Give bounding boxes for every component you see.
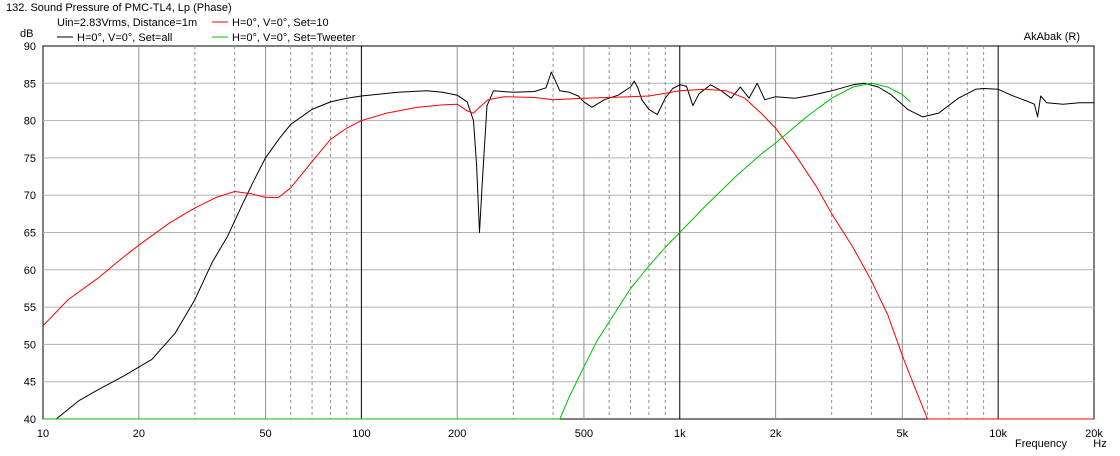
chart-subtitle: Uin=2.83Vrms, Distance=1m <box>57 17 197 29</box>
y-tick-label: 75 <box>24 153 36 165</box>
y-tick-label: 65 <box>24 228 36 240</box>
y-tick-label: 70 <box>24 190 36 202</box>
y-unit-label: dB <box>20 28 33 40</box>
x-tick-label: 200 <box>448 428 466 440</box>
x-tick-label: 500 <box>575 428 593 440</box>
series-line-2 <box>43 82 911 420</box>
x-tick-label: 10 <box>37 428 49 440</box>
y-tick-label: 55 <box>24 302 36 314</box>
y-tick-label: 45 <box>24 377 36 389</box>
y-tick-label: 80 <box>24 116 36 128</box>
x-tick-label: 100 <box>352 428 370 440</box>
x-tick-label: 20 <box>133 428 145 440</box>
x-tick-label: 1k <box>674 428 686 440</box>
chart-title: 132. Sound Pressure of PMC-TL4, Lp (Phas… <box>6 2 232 14</box>
x-tick-label: 50 <box>259 428 271 440</box>
series-line-1 <box>42 88 1094 420</box>
legend: H=0°, V=0°, Set=all H=0°, V=0°, Set=10 H=0… <box>57 17 356 44</box>
legend-label: H=0°, V=0°, Set=Tweeter <box>232 32 356 44</box>
x-tick-label: 5k <box>897 428 909 440</box>
x-unit-label: Hz <box>1093 438 1106 450</box>
watermark-label: AkAbak (R) <box>1024 31 1080 43</box>
y-tick-label: 40 <box>24 414 36 426</box>
y-tick-label: 85 <box>24 78 36 90</box>
x-tick-label: 2k <box>770 428 782 440</box>
grid <box>43 46 1094 419</box>
x-tick-label: 10k <box>989 428 1007 440</box>
y-tick-label: 60 <box>24 265 36 277</box>
series-lines <box>42 71 1094 420</box>
legend-label: H=0°, V=0°, Set=10 <box>232 17 329 29</box>
x-tick-label: 20k <box>1085 428 1103 440</box>
y-tick-label: 50 <box>24 339 36 351</box>
legend-label: H=0°, V=0°, Set=all <box>77 32 172 44</box>
x-axis-ticks: 10 20 50 100 200 500 1k 2k 5k 10k 20k <box>37 428 1103 440</box>
x-axis-label: Frequency <box>1015 438 1067 450</box>
series-line-0 <box>55 71 1094 420</box>
y-tick-label: 90 <box>24 41 36 53</box>
y-axis-ticks: 40 45 50 55 60 65 70 75 80 85 90 <box>24 41 36 426</box>
